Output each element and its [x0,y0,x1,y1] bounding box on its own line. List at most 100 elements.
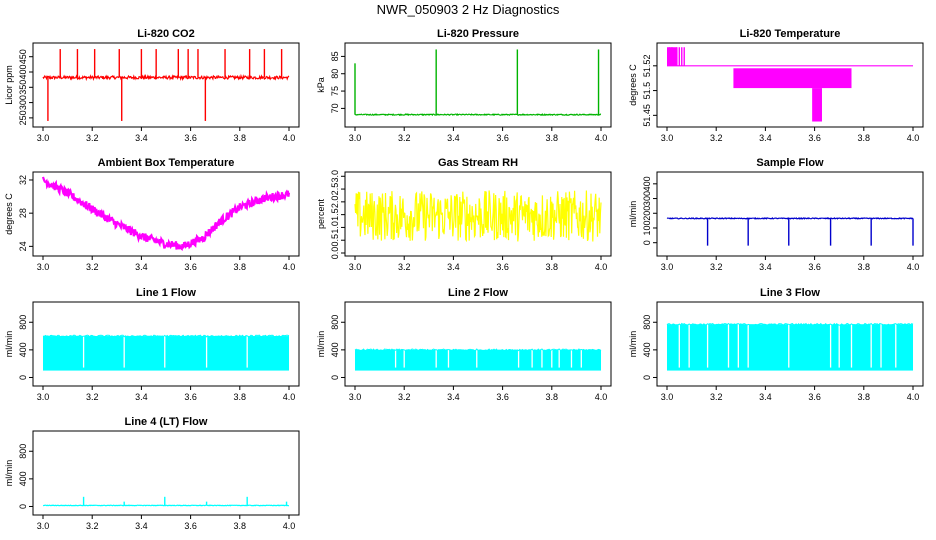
y-tick-label: 400 [18,342,28,357]
chart-panel-10: Line 4 (LT) Flow ml/min 3.0 3.2 3.4 3.6 3.8 4.0… [4,416,300,531]
x-tick-label: 3.6 [808,392,821,402]
y-tick-label: 2.0 [330,196,340,209]
series-line [354,113,602,117]
x-tick-label: 3.8 [234,262,247,272]
plot-frame [656,171,924,257]
x-tick-label: 3.4 [135,521,148,531]
x-tick-label: 3.2 [86,262,99,272]
chart-title: Gas Stream RH [438,157,518,169]
y-axis-label: kPa [316,77,326,93]
series-line [666,216,914,220]
x-tick-label: 3.2 [398,392,411,402]
chart-panel-4: Ambient Box Temperature degrees C 3.0 3.2 3.… [4,157,300,272]
x-tick-label: 3.8 [234,133,247,143]
y-tick-label: 51.5 [642,82,652,100]
chart-title: Ambient Box Temperature [98,157,235,169]
y-tick-label: 0 [18,504,28,509]
y-axis-label: percent [316,198,326,229]
x-tick-label: 3.2 [710,133,723,143]
chart-panel-5: Gas Stream RH percent 3.0 3.2 3.4 3.6 3.8 4.0 0.… [316,157,612,272]
series-line [354,190,602,243]
y-tick-label: 300 [18,95,28,110]
x-tick-label: 3.0 [37,521,50,531]
x-tick-label: 4.0 [283,262,296,272]
y-tick-label: 0 [642,375,652,380]
x-tick-label: 4.0 [283,392,296,402]
chart-title: Li-820 Pressure [437,28,519,40]
flow-edge [42,334,290,338]
plot-frame [344,301,612,387]
x-tick-label: 3.4 [135,392,148,402]
series-line [41,176,291,252]
y-axis-label: ml/min [316,331,326,358]
x-tick-label: 3.0 [37,392,50,402]
x-tick-label: 3.8 [858,392,871,402]
x-tick-label: 3.6 [184,262,197,272]
x-tick-label: 4.0 [907,262,920,272]
x-tick-label: 3.4 [135,262,148,272]
x-tick-label: 3.8 [546,262,559,272]
x-tick-label: 4.0 [595,262,608,272]
y-tick-label: 32 [18,175,28,185]
x-tick-label: 3.6 [184,133,197,143]
x-tick-label: 4.0 [907,392,920,402]
x-tick-label: 3.4 [447,392,460,402]
y-tick-label: 800 [330,315,340,330]
x-tick-label: 3.6 [496,392,509,402]
x-tick-label: 4.0 [595,133,608,143]
x-tick-label: 3.0 [349,262,362,272]
x-tick-label: 3.0 [37,133,50,143]
x-tick-label: 3.0 [661,392,674,402]
plot-frame [656,301,924,387]
y-tick-label: 250 [18,110,28,125]
flow-band [43,336,289,371]
x-tick-label: 3.2 [86,133,99,143]
x-tick-label: 3.6 [496,133,509,143]
chart-title: Line 3 Flow [760,287,820,299]
x-tick-label: 4.0 [595,392,608,402]
x-tick-label: 3.8 [546,392,559,402]
y-tick-label: 0 [642,240,652,245]
x-tick-label: 3.6 [496,262,509,272]
x-tick-label: 3.4 [447,133,460,143]
x-tick-label: 3.2 [86,521,99,531]
chart-panel-9: Line 3 Flow ml/min 3.0 3.2 3.4 3.6 3.8 4.0 0 400 8… [628,287,924,402]
x-tick-label: 3.0 [661,262,674,272]
y-tick-label: 400 [18,471,28,486]
x-tick-label: 3.6 [808,133,821,143]
y-tick-label: 3.0 [330,170,340,183]
plot-frame [32,430,300,516]
y-axis-label: Licor ppm [4,65,14,105]
y-tick-label: 300 [642,191,652,206]
y-axis-label: degrees C [4,193,14,235]
y-tick-label: 80 [330,69,340,79]
y-tick-label: 0 [330,375,340,380]
y-axis-label: ml/min [4,460,14,487]
y-axis-label: degrees C [628,64,638,106]
x-tick-label: 3.4 [759,392,772,402]
y-tick-label: 28 [18,208,28,218]
y-tick-label: 70 [330,103,340,113]
y-tick-label: 51.45 [642,104,652,127]
x-tick-label: 3.2 [398,262,411,272]
plot-frame [32,42,300,128]
y-tick-label: 2.5 [330,183,340,196]
chart-title: Sample Flow [756,157,824,169]
flow-edge [666,322,914,326]
chart-title: Line 1 Flow [136,287,196,299]
chart-panel-1: Li-820 CO2 Licor ppm 3.0 3.2 3.4 3.6 3.8 4.0 250… [4,28,300,143]
y-tick-label: 51.52 [642,55,652,78]
x-tick-label: 3.0 [349,392,362,402]
plot-frame [344,171,612,257]
x-tick-label: 3.2 [398,133,411,143]
y-tick-label: 100 [642,220,652,235]
x-tick-label: 3.8 [546,133,559,143]
data-band [812,88,822,122]
y-tick-label: 0 [18,375,28,380]
x-tick-label: 3.0 [349,133,362,143]
flow-band [355,349,601,371]
y-tick-label: 400 [642,176,652,191]
series-line [42,504,289,507]
y-tick-label: 1.0 [330,221,340,234]
